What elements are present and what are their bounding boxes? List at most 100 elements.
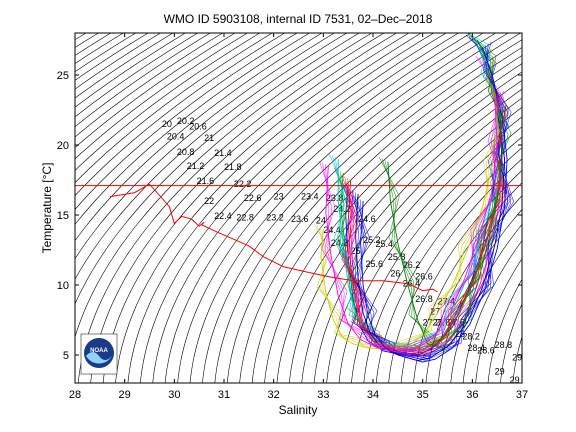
density-contour: [75, 33, 348, 280]
density-contour: [164, 33, 472, 383]
x-tick-label: 34: [367, 389, 379, 401]
density-contour: [462, 240, 522, 383]
contour-label: 27.8: [448, 318, 466, 328]
contour-label: 25.2: [363, 235, 381, 245]
density-contour: [115, 33, 422, 383]
density-contour: [75, 33, 360, 305]
profile-line: [347, 74, 503, 355]
contour-label: 27.4: [438, 297, 456, 307]
density-contour: [75, 33, 186, 108]
density-contour: [338, 116, 522, 383]
contour-label: 21.4: [214, 148, 232, 158]
density-contour: [475, 258, 522, 383]
density-contour: [202, 33, 509, 383]
contour-label: 22.2: [234, 179, 252, 189]
contour-label: 23.6: [291, 214, 309, 224]
density-contour: [562, 19, 576, 397]
contour-label: 21.8: [224, 162, 242, 172]
density-contour: [301, 88, 522, 383]
density-contour: [75, 33, 335, 260]
profile-line: [344, 71, 506, 351]
contour-label: 22: [204, 196, 214, 206]
y-tick-label: 15: [57, 210, 69, 222]
y-tick-label: 20: [57, 140, 69, 152]
contour-label: 23.2: [266, 213, 284, 223]
contour-label: 22.8: [236, 213, 254, 223]
contour-label: 21.2: [187, 161, 205, 171]
contour-label: 22.6: [244, 193, 262, 203]
x-tick-label: 33: [317, 389, 329, 401]
profile-line: [360, 46, 508, 363]
density-contour: [75, 33, 373, 339]
density-contour: [251, 55, 522, 383]
contour-label: 26.6: [415, 271, 433, 281]
contour-label: 24.4: [323, 225, 341, 235]
profile-line: [359, 45, 508, 361]
profile-line: [319, 90, 504, 348]
contour-label: 26.2: [403, 260, 421, 270]
x-tick-label: 36: [466, 389, 478, 401]
contour-label: 26.4: [403, 278, 421, 288]
density-contour-labels: 20 20.220.420.620.82121.221.421.621.82222…: [162, 116, 522, 385]
density-contour: [351, 126, 522, 383]
x-tick-label: 32: [268, 389, 280, 401]
profile-line: [334, 48, 509, 347]
density-contour: [75, 33, 224, 138]
y-tick-label: 10: [57, 280, 69, 292]
density-contour: [152, 33, 460, 383]
density-contour: [75, 33, 248, 160]
density-contour: [487, 278, 522, 383]
contour-label: 24: [316, 215, 326, 225]
x-axis-label: Salinity: [279, 403, 318, 417]
contour-label: 20.6: [189, 122, 207, 132]
density-contour: [75, 33, 236, 149]
noaa-logo: NOAA: [80, 333, 118, 375]
contour-label: 26.8: [415, 294, 433, 304]
contour-label: 29: [512, 353, 522, 363]
y-axis: 5 10 15 20 25: [57, 70, 522, 362]
profile-line: [320, 60, 498, 350]
density-contour: [75, 33, 323, 242]
density-contour: [75, 33, 273, 184]
density-contour: [500, 303, 522, 383]
contour-label: 28.6: [477, 346, 495, 356]
density-contour: [75, 33, 174, 99]
x-tick-label: 35: [417, 389, 429, 401]
profile-line: [378, 34, 512, 344]
contour-label: 22.4: [214, 211, 232, 221]
density-contour: [75, 33, 199, 118]
contour-label: 23.8: [326, 193, 344, 203]
density-contour: [75, 33, 311, 225]
contour-label: 25.8: [388, 252, 406, 262]
contour-label: 25.4: [375, 239, 393, 249]
contour-label: 21: [204, 133, 214, 143]
profile-line: [325, 95, 498, 353]
contour-label: 28.2: [462, 332, 480, 342]
density-contour: [326, 106, 522, 383]
contour-label: 28.4: [467, 343, 485, 353]
contour-label: 26: [390, 269, 400, 279]
profile-line: [320, 59, 501, 349]
density-contour: [0, 19, 10, 397]
plot-frame: [74, 32, 523, 384]
contour-label: 23: [274, 192, 284, 202]
y-tick-label: 25: [57, 70, 69, 82]
contour-label: 28: [455, 329, 465, 339]
x-tick-label: 31: [218, 389, 230, 401]
density-contour: [214, 33, 522, 383]
contour-label: 25: [351, 246, 361, 256]
density-contour: [177, 33, 484, 383]
highlighted-profile-group: [109, 183, 438, 293]
profile-line: [349, 59, 503, 356]
x-tick-label: 37: [516, 389, 528, 401]
density-contour: [127, 33, 435, 383]
contour-label: 24.8: [331, 238, 349, 248]
contour-label: 29: [510, 375, 520, 385]
density-contour: [388, 158, 522, 383]
density-contour: [313, 97, 522, 383]
contour-label: 20.4: [167, 131, 185, 141]
profile-line: [314, 55, 507, 345]
density-contour: [549, 19, 576, 397]
contour-label: 20.8: [177, 147, 195, 157]
density-contour: [0, 19, 23, 397]
